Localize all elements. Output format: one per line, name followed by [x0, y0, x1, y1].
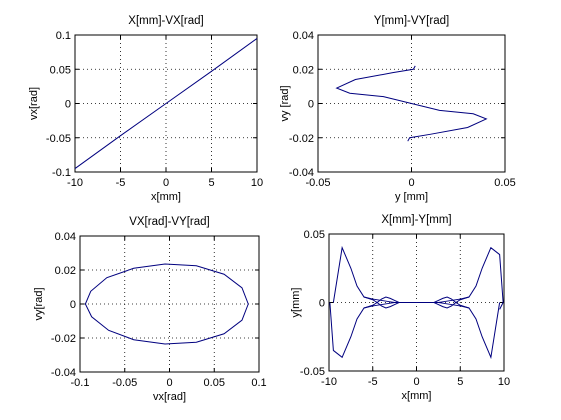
x-axis-label: x[mm] [402, 390, 432, 402]
y-tick-label: -0.02 [289, 133, 314, 145]
y-tick-label: 0 [319, 298, 325, 310]
y-axis-label: vx[rad] [28, 87, 40, 120]
x-tick-label: 0 [413, 376, 419, 388]
y-tick-label: 0.05 [50, 64, 71, 76]
series-line-3 [363, 296, 470, 309]
x-axis-label: y [mm] [395, 191, 428, 203]
y-tick-label: 0.05 [304, 229, 325, 241]
y-tick-label: 0 [70, 299, 76, 311]
chart-title: X[mm]-VX[rad] [128, 15, 203, 27]
y-tick-label: 0 [308, 99, 314, 111]
x-tick-label: -0.1 [71, 377, 90, 389]
series-line-0 [74, 38, 258, 169]
chart-title: Y[mm]-VY[rad] [374, 15, 449, 27]
x-axis-label: x[mm] [151, 191, 181, 203]
y-tick-label: 0.04 [55, 231, 76, 243]
y-tick-label: -0.05 [46, 133, 71, 145]
x-tick-label: -5 [116, 177, 126, 189]
x-tick-label: 0 [408, 177, 414, 189]
y-tick-label: -0.02 [51, 333, 76, 345]
x-tick-label: 0 [163, 177, 169, 189]
x-tick-label: 5 [208, 177, 214, 189]
series-line-0 [335, 65, 488, 142]
chart-title: VX[rad]-VY[rad] [129, 216, 210, 228]
x-tick-label: 10 [498, 376, 510, 388]
subplot-x-y: -10 -5 0 5 10 -0.05 0 0.05 X[mm]-Y[mm] x[mm] y[mm] [290, 214, 510, 402]
y-axis-label: y[mm] [290, 288, 302, 318]
y-tick-label: 0.04 [293, 30, 314, 42]
y-tick-label: 0 [65, 99, 71, 111]
y-tick-label: 0.1 [56, 30, 71, 42]
x-tick-label: -0.05 [112, 377, 137, 389]
x-tick-label: -10 [67, 177, 83, 189]
x-tick-label: -0.05 [305, 177, 330, 189]
y-tick-label: 0.02 [293, 64, 314, 76]
x-tick-label: -5 [368, 376, 378, 388]
chart-title: X[mm]-Y[mm] [381, 214, 451, 226]
y-tick-label: 0.02 [55, 265, 76, 277]
x-tick-label: -10 [321, 376, 337, 388]
y-tick-label: -0.1 [52, 167, 71, 179]
series-line-0 [84, 263, 249, 345]
subplot-x-vx: -10 -5 0 5 10 -0.1 -0.05 0 0.05 0.1 X[mm]-VX[rad] x… [28, 15, 263, 203]
y-tick-label: -0.04 [51, 367, 76, 379]
subplot-y-vy: -0.05 0 0.05 -0.04 -0.02 0 0.02 0.04 Y[mm]-VY[ra… [279, 15, 516, 203]
x-tick-label: 5 [457, 376, 463, 388]
x-tick-label: 0.05 [494, 177, 515, 189]
y-tick-label: -0.05 [300, 366, 325, 378]
x-tick-label: 0 [166, 377, 172, 389]
x-tick-label: 10 [251, 177, 263, 189]
subplot-vx-vy: -0.1 -0.05 0 0.05 0.1 -0.04 -0.02 0 0.02 0.04 VX[r… [33, 216, 267, 403]
x-tick-label: 0.1 [251, 377, 266, 389]
x-axis-label: vx[rad] [153, 391, 186, 403]
y-axis-label: vy[rad] [33, 287, 45, 320]
x-tick-label: 0.05 [204, 377, 225, 389]
y-axis-label: vy [rad] [279, 85, 291, 121]
y-tick-label: -0.04 [289, 167, 314, 179]
